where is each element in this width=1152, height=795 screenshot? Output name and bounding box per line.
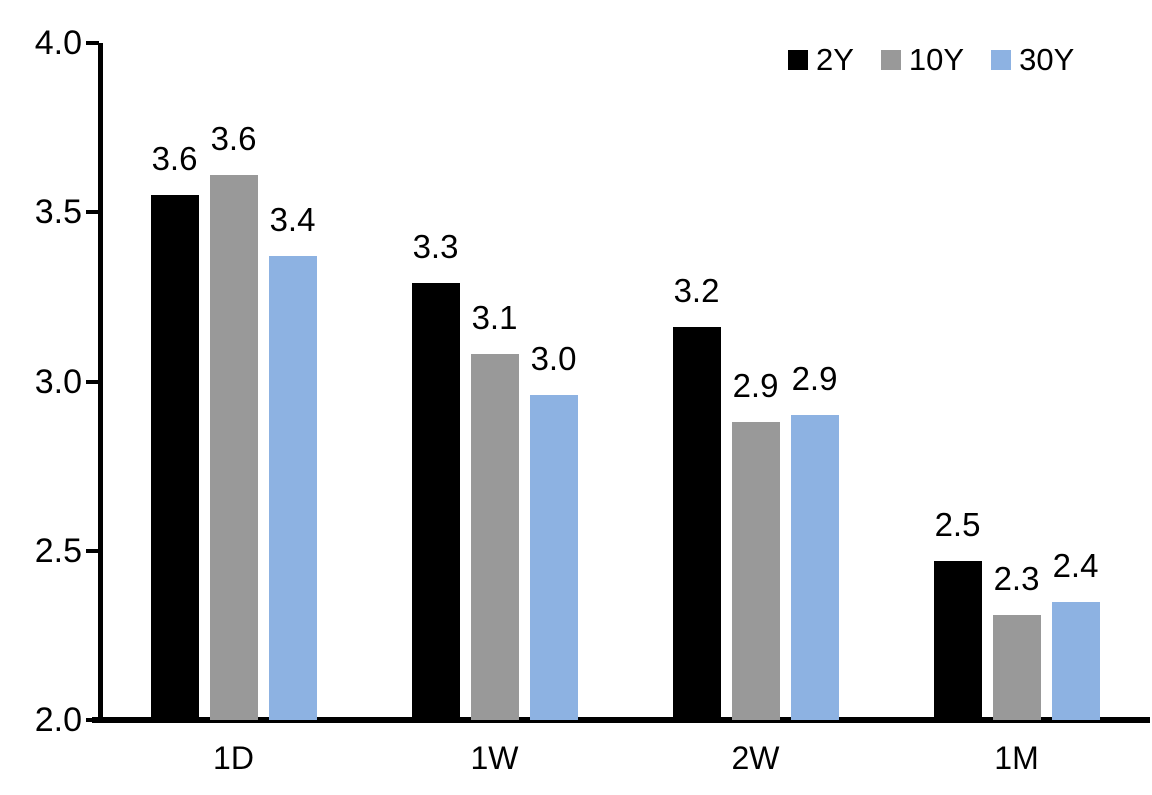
y-axis <box>98 43 103 723</box>
y-tick-label: 2.0 <box>34 701 82 739</box>
bar <box>1051 601 1100 720</box>
legend-label: 10Y <box>908 42 965 77</box>
bar-value-label: 3.0 <box>530 340 577 378</box>
y-tick <box>86 210 99 215</box>
legend-item-10y: 10Y <box>880 42 965 77</box>
bar-value-label: 2.3 <box>993 560 1040 598</box>
bar <box>209 175 258 720</box>
legend-label: 30Y <box>1019 42 1075 77</box>
bar <box>150 195 199 720</box>
legend-swatch-icon <box>788 49 808 70</box>
bar-value-label: 2.9 <box>732 367 779 405</box>
y-tick-label: 4.0 <box>34 24 82 62</box>
x-category-label: 1M <box>994 740 1039 776</box>
bar-value-label: 2.5 <box>934 505 981 543</box>
chart-legend: 2Y 10Y 30Y <box>788 44 1074 75</box>
bar <box>529 395 578 720</box>
bar <box>268 256 317 720</box>
y-tick-label: 3.5 <box>34 193 82 232</box>
bar-value-label: 3.3 <box>412 228 459 266</box>
bar-value-label: 3.4 <box>269 201 316 239</box>
y-tick <box>86 41 99 45</box>
legend-label: 2Y <box>816 42 854 77</box>
bar <box>672 327 721 720</box>
y-tick <box>86 548 99 553</box>
bar-value-label: 2.9 <box>791 360 838 398</box>
y-tick <box>86 718 99 722</box>
x-category-label: 2W <box>731 740 780 776</box>
bar-value-label: 3.2 <box>673 272 720 310</box>
bar <box>470 354 519 720</box>
legend-swatch-icon <box>880 49 901 70</box>
legend-item-2y: 2Y <box>788 44 854 75</box>
bar <box>411 283 460 720</box>
bar-value-label: 2.4 <box>1052 546 1099 584</box>
y-tick-label: 3.0 <box>34 362 82 401</box>
bar <box>731 422 780 720</box>
x-axis <box>92 717 1150 723</box>
legend-swatch-icon <box>991 49 1012 70</box>
bar <box>933 560 982 720</box>
x-category-label: 1D <box>213 740 254 776</box>
y-tick <box>86 379 99 384</box>
legend-item-30y: 30Y <box>991 44 1074 75</box>
bar <box>790 415 839 720</box>
bar-value-label: 3.6 <box>210 120 257 158</box>
bar <box>992 615 1041 720</box>
bar-value-label: 3.6 <box>151 140 198 178</box>
x-category-label: 1W <box>470 740 519 776</box>
y-tick-label: 2.5 <box>34 531 82 570</box>
bar-value-label: 3.1 <box>471 299 518 337</box>
